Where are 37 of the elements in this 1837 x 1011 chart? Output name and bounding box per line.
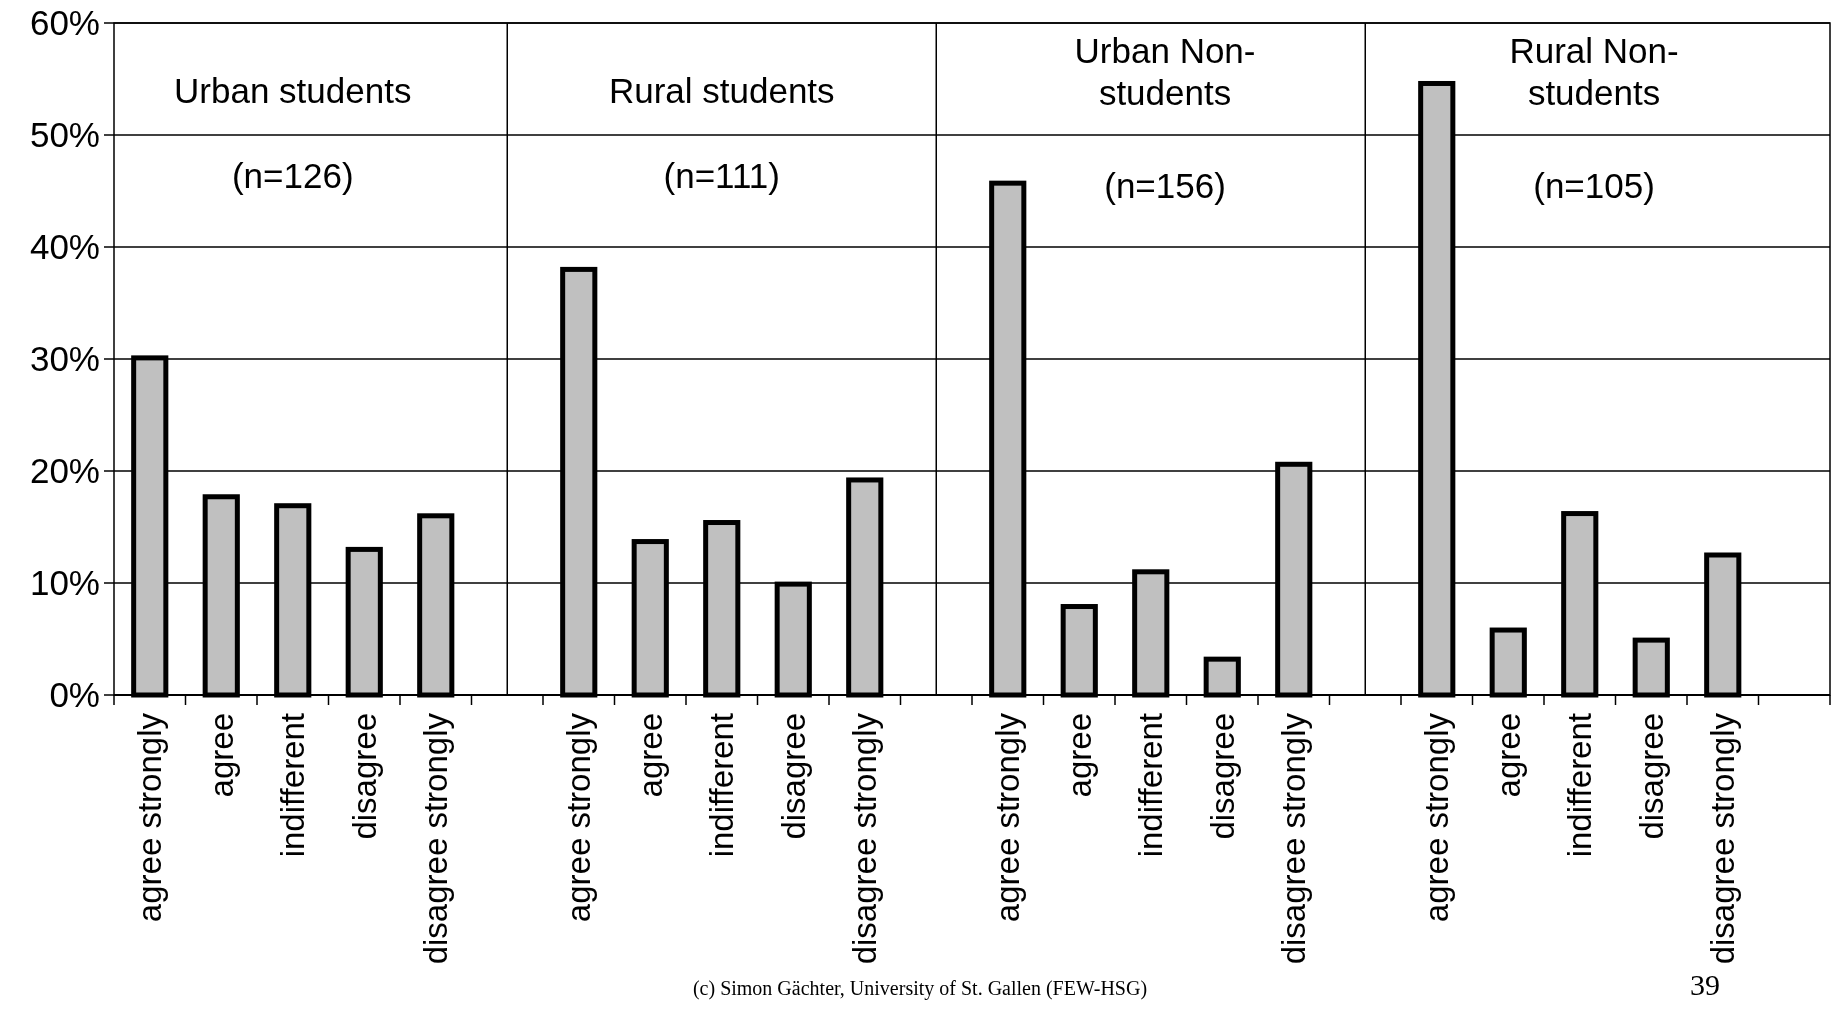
x-tick-label: disagree strongly: [846, 712, 884, 965]
x-tick-label: disagree strongly: [417, 712, 455, 965]
y-tick-label: 30%: [29, 339, 100, 379]
y-tick-label: 20%: [29, 451, 100, 491]
x-tick-label: agree: [1060, 713, 1098, 798]
x-tick-label: agree: [202, 713, 240, 798]
x-tick-label: agree strongly: [131, 712, 169, 923]
annotation: (n=126): [231, 156, 354, 195]
x-tick-label: disagree: [1632, 713, 1670, 840]
text: 39: [1690, 968, 1720, 1001]
x-tick-label: agree strongly: [560, 712, 598, 923]
x-tick-label: disagree: [345, 713, 383, 840]
x-tick-label: agree: [631, 713, 669, 798]
annotation: Rural students: [608, 71, 835, 110]
x-tick-label: indifferent: [274, 713, 312, 858]
x-tick-label: agree strongly: [1418, 712, 1456, 923]
annotation: (n=105): [1533, 166, 1655, 205]
x-tick-label: disagree: [1203, 713, 1241, 840]
x-tick-label: indifferent: [1561, 713, 1599, 858]
x-tick-label: agree: [1489, 713, 1527, 798]
annotation: (n=111): [663, 156, 780, 195]
y-tick-label: 50%: [29, 115, 100, 155]
annotation: (n=156): [1104, 166, 1226, 205]
annotation: Rural Non-students: [1509, 31, 1679, 112]
x-tick-label: disagree: [774, 713, 812, 840]
y-tick-label: 0%: [49, 675, 100, 715]
annotation: Urban Non-students: [1074, 31, 1256, 112]
x-tick-label: disagree strongly: [1275, 712, 1313, 965]
text: (c) Simon Gächter, University of St. Gallen (FEW-HSG): [692, 977, 1148, 1000]
y-tick-label: 60%: [29, 3, 100, 43]
x-tick-label: indifferent: [703, 713, 741, 858]
annotation: Urban students: [174, 71, 412, 110]
x-tick-label: indifferent: [1132, 713, 1170, 858]
x-tick-label: agree strongly: [989, 712, 1027, 923]
y-tick-label: 10%: [29, 563, 100, 603]
y-tick-label: 40%: [29, 227, 100, 267]
x-tick-label: disagree strongly: [1704, 712, 1742, 965]
